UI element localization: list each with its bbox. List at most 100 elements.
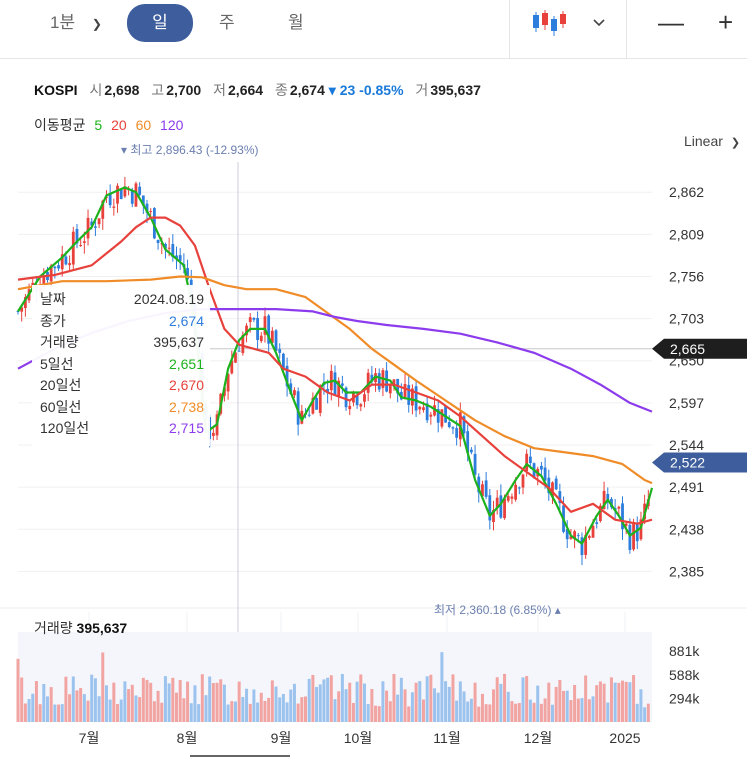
candle-body — [119, 189, 123, 200]
candle-body — [60, 254, 64, 270]
tooltip-value: 2,670 — [168, 377, 204, 393]
candle-body — [64, 256, 68, 265]
candle-body — [617, 506, 621, 509]
period-1min-dropdown[interactable]: 1분 ❯ — [50, 0, 102, 46]
volume-bar — [256, 702, 260, 722]
volume-bar — [75, 690, 79, 722]
candle-body — [116, 185, 119, 204]
volume-bar — [362, 683, 366, 722]
volume-bar — [326, 677, 330, 722]
candle-body — [411, 388, 414, 406]
volume-bar — [193, 685, 197, 722]
volume-bar — [163, 676, 167, 722]
volume-bar — [252, 689, 256, 722]
candle-body — [528, 456, 532, 464]
volume-bar — [116, 703, 120, 722]
volume-bar — [621, 680, 625, 722]
volume-bar — [119, 699, 123, 722]
volume-bar — [304, 696, 308, 722]
volume-bar — [374, 705, 378, 722]
volume-bar — [226, 704, 230, 722]
candle-body — [57, 265, 60, 269]
tab-week[interactable]: 주 — [219, 13, 235, 32]
candle-body — [141, 195, 145, 206]
volume-bar — [34, 681, 38, 722]
volume-bar — [488, 704, 492, 722]
volume-bar — [595, 685, 599, 722]
volume-bar — [344, 689, 348, 722]
x-tick-label: 11월 — [433, 730, 460, 746]
zoom-in-button[interactable]: + — [718, 7, 734, 37]
candle-body — [565, 529, 569, 540]
volume-bar — [245, 688, 249, 722]
volume-bar — [134, 695, 138, 722]
candle-body — [440, 409, 444, 427]
candle-body — [53, 266, 57, 269]
volume-bar — [643, 707, 647, 722]
volume-bar — [466, 701, 470, 722]
tooltip-value: 2,738 — [168, 398, 204, 415]
volume-bar — [340, 673, 344, 722]
volume-bar — [307, 678, 311, 722]
candle-body — [359, 404, 363, 407]
quote-line: KOSPI 시 2,698 고 2,700 저 2,664 종 2,674 ▾ 23 -… — [34, 80, 481, 100]
volume-bar — [587, 699, 591, 722]
volume-bar — [462, 691, 466, 722]
volume-title-label: 거래량 — [34, 620, 73, 636]
candle-body — [164, 243, 167, 249]
volume-bar — [632, 675, 636, 722]
volume-bar — [248, 703, 252, 722]
volume-bar — [20, 677, 24, 722]
candle-body — [49, 265, 53, 282]
volume-tick-label: 294k — [669, 690, 700, 706]
candle-body — [237, 350, 241, 352]
volume-bar — [68, 694, 72, 722]
volume-bar — [300, 697, 304, 722]
candle-body — [598, 505, 602, 522]
candle-body — [624, 523, 628, 526]
scale-dropdown[interactable]: Linear ❯ — [684, 133, 740, 149]
candle-body — [311, 397, 315, 414]
candle-body — [580, 537, 584, 556]
candle-body — [591, 525, 595, 538]
volume-bar — [278, 697, 282, 722]
volume-bar — [281, 694, 285, 722]
volume-bar — [186, 681, 190, 722]
ma-120-label: 120 — [160, 117, 184, 133]
volume-bar — [392, 673, 396, 722]
volume-bar — [403, 689, 407, 722]
volume-bar — [31, 693, 35, 722]
candle-body — [363, 394, 366, 402]
tab-day[interactable]: 일 — [127, 4, 193, 42]
candle-body — [259, 335, 263, 342]
volume-bar — [138, 697, 142, 722]
candle-body — [543, 467, 547, 481]
candle-body — [134, 183, 138, 207]
candle-body — [525, 453, 529, 471]
volume-bar — [79, 688, 83, 722]
volume-bar — [517, 703, 521, 722]
volume-bar — [447, 686, 451, 722]
zoom-out-button[interactable]: — — [658, 7, 684, 37]
candle-body — [569, 536, 573, 539]
candle-body — [635, 523, 639, 542]
close-value: 2,674 — [289, 82, 325, 98]
tooltip-value: 395,637 — [153, 334, 204, 350]
volume-bar — [53, 704, 57, 722]
candle-body — [90, 221, 94, 226]
crosshair-price-tag-bg — [652, 338, 747, 359]
volume-value: 395,637 — [430, 82, 481, 98]
candle-body — [407, 384, 411, 405]
candle-body — [130, 190, 134, 204]
chart-type-button[interactable] — [532, 8, 612, 38]
volume-bar — [101, 652, 105, 722]
volume-bar — [322, 679, 326, 722]
volume-bar — [525, 676, 529, 722]
tab-month[interactable]: 월 — [288, 13, 304, 32]
volume-bar — [123, 681, 127, 722]
tooltip-label: 20일선 — [40, 377, 82, 393]
period-toolbar: 1분 ❯ 일 주 월 — + — [0, 0, 747, 58]
volume-bar — [598, 681, 602, 722]
volume-bar — [57, 704, 61, 722]
